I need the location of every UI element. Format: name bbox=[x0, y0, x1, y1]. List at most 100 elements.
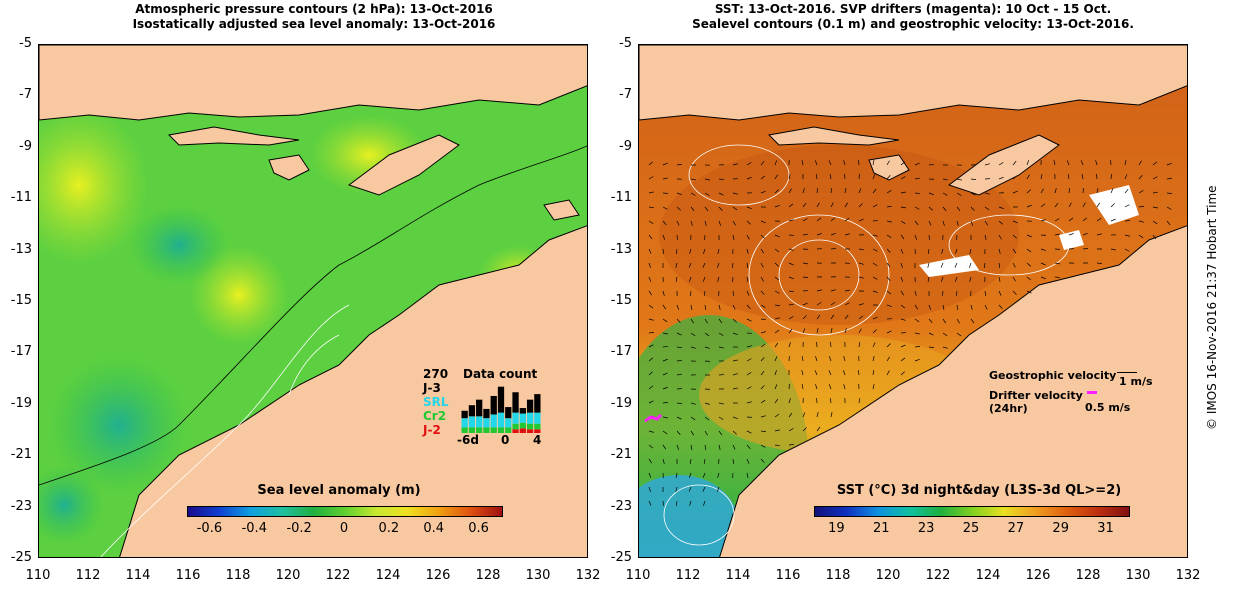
velocity-arrow bbox=[788, 303, 794, 306]
velocity-arrow bbox=[704, 332, 710, 337]
velocity-arrow bbox=[1040, 276, 1046, 280]
velocity-arrow bbox=[788, 174, 791, 180]
velocity-arrow bbox=[1040, 174, 1043, 180]
velocity-arrow bbox=[830, 412, 833, 418]
velocity-arrow bbox=[648, 304, 654, 309]
velocity-arrow bbox=[676, 430, 681, 435]
y-tick-label: -7 bbox=[19, 87, 32, 103]
velocity-arrow bbox=[816, 289, 822, 292]
data-count-bar-srl bbox=[483, 418, 490, 428]
velocity-arrow bbox=[998, 248, 1001, 254]
velocity-arrow bbox=[872, 188, 877, 194]
velocity-arrow bbox=[900, 191, 906, 194]
sla-colorbar bbox=[187, 506, 503, 517]
velocity-arrow bbox=[830, 217, 836, 222]
velocity-arrow bbox=[662, 372, 668, 376]
velocity-arrow bbox=[746, 458, 750, 464]
velocity-arrow bbox=[760, 444, 766, 448]
x-tick-label: 112 bbox=[75, 568, 101, 583]
velocity-arrow bbox=[928, 192, 934, 196]
velocity-arrow bbox=[872, 290, 878, 293]
x-tick-label: 130 bbox=[525, 568, 551, 583]
velocity-arrow bbox=[984, 192, 990, 195]
velocity-arrow bbox=[1096, 233, 1102, 236]
data-count-legend-item: J-2 bbox=[423, 423, 441, 437]
velocity-arrow bbox=[690, 416, 696, 421]
velocity-arrow bbox=[774, 413, 780, 418]
drifter-scale-arrow bbox=[1087, 391, 1097, 394]
velocity-arrow bbox=[774, 262, 779, 267]
cold-water-region bbox=[639, 475, 739, 557]
colorbar-tick-label: 23 bbox=[917, 521, 935, 536]
velocity-arrow bbox=[956, 206, 961, 212]
sealevel-contour-a bbox=[778, 239, 860, 311]
velocity-arrow bbox=[1082, 233, 1088, 236]
velocity-arrow bbox=[676, 332, 682, 336]
velocity-arrow bbox=[1067, 174, 1070, 180]
velocity-arrow bbox=[816, 412, 819, 418]
data-count-xticks: -6d 0 4 bbox=[457, 433, 547, 447]
velocity-arrow bbox=[676, 192, 682, 196]
velocity-arrow bbox=[760, 370, 765, 376]
velocity-arrow bbox=[1054, 276, 1061, 278]
velocity-arrow bbox=[1110, 188, 1114, 194]
velocity-arrow bbox=[688, 262, 692, 268]
colorbar-tick-label: 0.6 bbox=[468, 521, 489, 536]
velocity-arrow bbox=[662, 318, 668, 323]
velocity-arrow bbox=[648, 290, 653, 296]
velocity-arrow bbox=[1068, 217, 1074, 222]
velocity-arrow bbox=[746, 401, 752, 404]
velocity-arrow bbox=[801, 384, 804, 390]
velocity-arrow bbox=[648, 161, 654, 166]
velocity-arrow bbox=[942, 220, 945, 226]
x-tick-label: 130 bbox=[1125, 568, 1151, 583]
velocity-arrow bbox=[774, 370, 777, 376]
australia-land bbox=[719, 225, 1187, 557]
velocity-arrow bbox=[998, 206, 1004, 209]
velocity-arrow bbox=[704, 402, 710, 405]
velocity-arrow bbox=[942, 318, 947, 324]
velocity-arrow bbox=[760, 357, 765, 362]
velocity-arrow bbox=[928, 346, 935, 348]
x-tick-label: 126 bbox=[425, 568, 451, 583]
drifter-label-line1: Drifter velocity bbox=[989, 389, 1083, 402]
velocity-arrow bbox=[914, 358, 920, 362]
velocity-arrow bbox=[1110, 218, 1116, 222]
velocity-arrow bbox=[732, 387, 738, 390]
velocity-arrow bbox=[774, 160, 778, 166]
velocity-arrow bbox=[1012, 220, 1018, 224]
colorbar-tick-label: 25 bbox=[962, 521, 980, 536]
data-count-bar-srl bbox=[468, 416, 476, 428]
x-tick-label: 124 bbox=[375, 568, 401, 583]
velocity-arrow bbox=[648, 262, 651, 268]
velocity-arrow bbox=[830, 187, 832, 194]
data-count-bar-j-2 bbox=[526, 429, 534, 433]
cloud-gap-2 bbox=[1089, 185, 1139, 225]
velocity-arrow bbox=[886, 220, 892, 223]
velocity-arrow bbox=[648, 371, 653, 376]
velocity-arrow bbox=[900, 332, 907, 334]
velocity-arrow bbox=[984, 163, 990, 166]
velocity-arrow bbox=[828, 384, 832, 390]
velocity-arrow bbox=[676, 373, 682, 376]
velocity-arrow bbox=[662, 332, 668, 335]
velocity-arrow bbox=[955, 290, 958, 296]
velocity-arrow bbox=[774, 384, 778, 390]
velocity-arrow bbox=[844, 328, 847, 334]
velocity-arrow bbox=[760, 430, 767, 432]
velocity-arrow bbox=[760, 175, 766, 180]
geostrophic-velocity-arrows bbox=[648, 159, 1173, 507]
y-tick-label: -11 bbox=[10, 190, 32, 206]
x-tick-label: 122 bbox=[325, 568, 351, 583]
velocity-arrow bbox=[662, 248, 664, 255]
sea-level-anomaly-svg bbox=[39, 45, 587, 557]
velocity-arrow bbox=[900, 371, 905, 376]
left-title-line2: Isostatically adjusted sea level anomaly… bbox=[132, 17, 496, 31]
velocity-arrow bbox=[662, 444, 667, 450]
y-tick-label: -9 bbox=[619, 138, 632, 154]
velocity-arrow bbox=[689, 500, 692, 506]
velocity-arrow bbox=[858, 218, 864, 222]
data-count-bar-srl bbox=[526, 412, 534, 424]
velocity-arrow bbox=[1026, 290, 1032, 294]
velocity-arrow bbox=[704, 444, 707, 450]
